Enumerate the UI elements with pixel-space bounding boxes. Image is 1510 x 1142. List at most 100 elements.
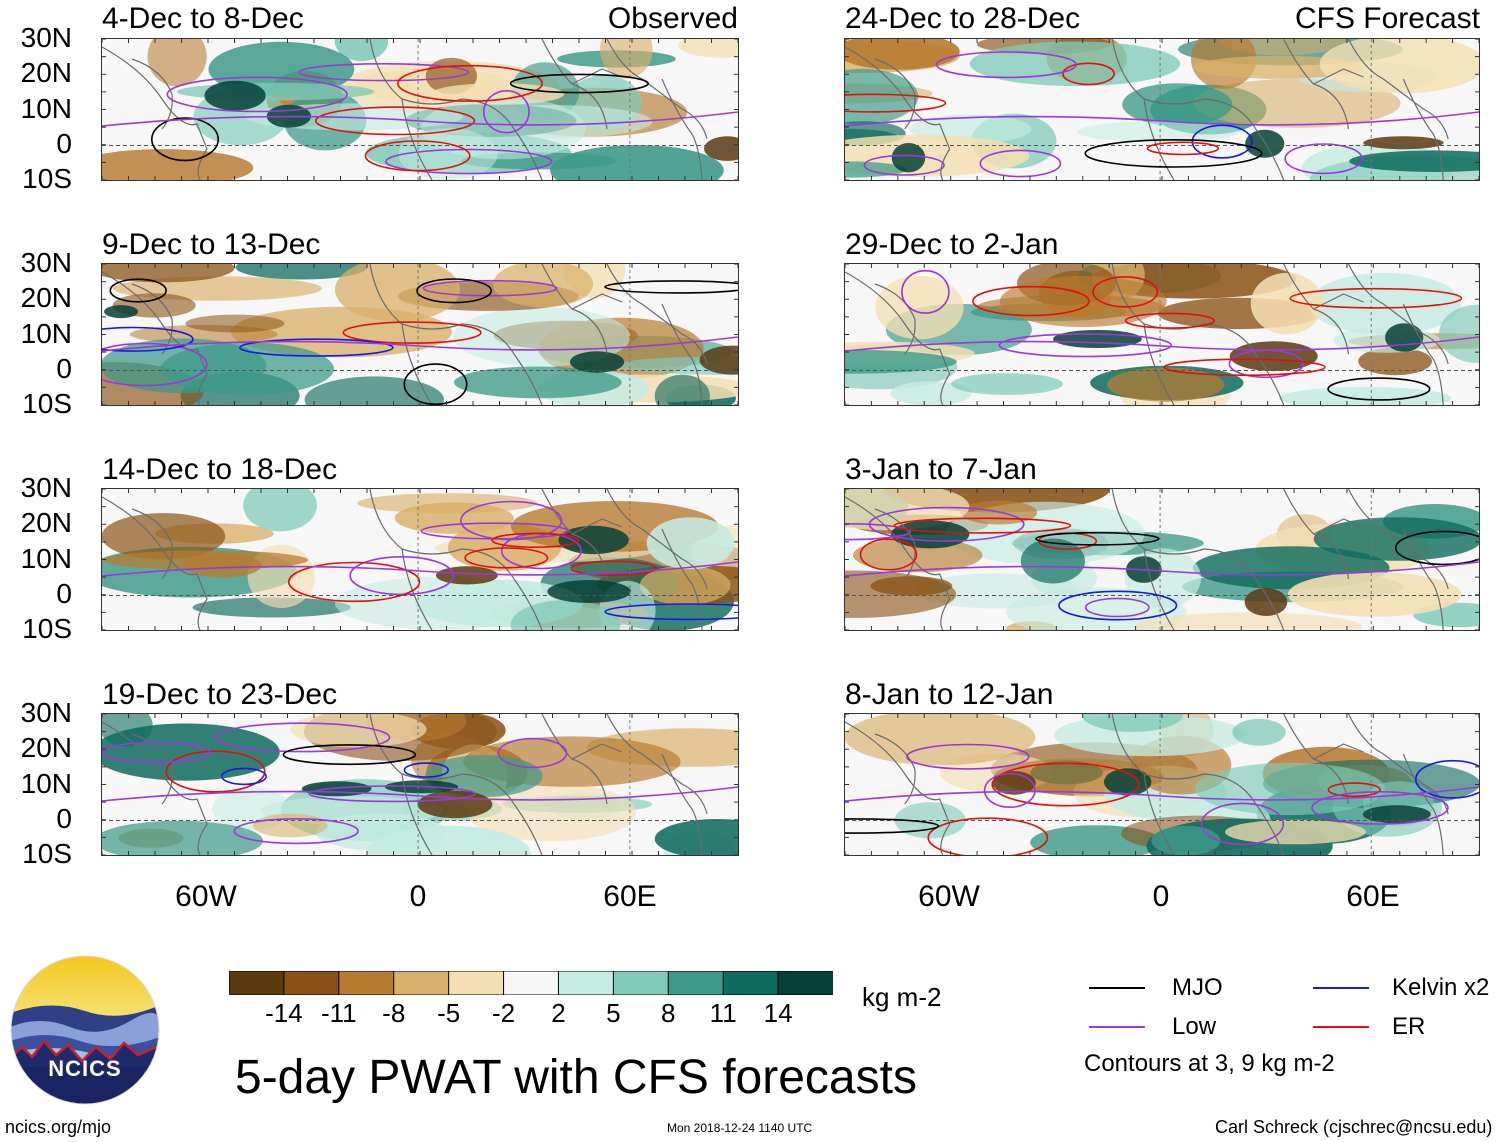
er-contour <box>972 285 1090 317</box>
low-contour <box>906 743 1030 770</box>
colorbar-swatch-1 <box>283 970 340 996</box>
moist-anomaly-area <box>102 820 264 855</box>
dry-anomaly-area <box>999 276 1167 327</box>
lat-label-1-0: 0 <box>56 128 72 159</box>
dry-anomaly-area <box>1107 367 1225 402</box>
lon-label-left-0: 0 <box>409 880 427 913</box>
lat-label-3-0: 0 <box>56 578 72 609</box>
moist-anomaly-area <box>1232 718 1286 746</box>
map-panel-6 <box>844 488 1480 631</box>
lat-label-3-10s: 10S <box>22 613 72 644</box>
dry-anomaly-area <box>1250 272 1324 335</box>
low-contour <box>102 342 208 387</box>
footer-url[interactable]: ncics.org/mjo <box>5 1117 112 1137</box>
low-contour <box>482 89 530 134</box>
colorbar-tick-label: 8 <box>661 998 676 1028</box>
low-contour <box>998 333 1172 358</box>
moist-anomaly-area <box>243 489 317 532</box>
lon-label-right-60w: 60W <box>918 880 980 913</box>
dry-anomaly-area <box>185 314 285 333</box>
er-contour <box>859 538 918 571</box>
moist-anomaly-area <box>1081 714 1184 732</box>
colorbar-units: kg m-2 <box>862 982 942 1012</box>
kelvin-contour <box>403 762 449 778</box>
low-contour <box>863 154 945 176</box>
colorbar-swatch-5 <box>503 970 560 996</box>
er-contour <box>342 321 482 344</box>
er-contour <box>1092 276 1159 308</box>
moist-anomaly-area <box>1278 386 1452 405</box>
low-contour <box>102 741 211 764</box>
dry-core <box>704 136 738 161</box>
mjo-contour <box>403 363 468 405</box>
low-contour <box>497 737 568 769</box>
moist-anomaly-area <box>304 376 444 405</box>
map-panel-7 <box>101 713 739 856</box>
panel-5-title: 14-Dec to 18-Dec <box>102 453 338 486</box>
map-svg <box>845 489 1479 630</box>
low-contour <box>901 269 950 314</box>
low-contour <box>166 76 348 113</box>
panel-1-title: 4-Dec to 8-Dec <box>102 2 304 35</box>
lat-label-1-10s: 10S <box>22 163 72 194</box>
legend-note: Contours at 3, 9 kg m-2 <box>1084 1050 1335 1077</box>
moist-anomaly-area <box>951 373 1064 395</box>
map-panel-1 <box>101 38 739 181</box>
er-contour <box>1124 312 1216 329</box>
dry-anomaly-area <box>493 264 594 308</box>
dry-core <box>435 566 498 585</box>
legend-label-low: Low <box>1172 1013 1217 1040</box>
moist-anomaly-area <box>192 597 351 618</box>
dry-anomaly-area <box>102 513 226 560</box>
kelvin-contour <box>1191 124 1253 159</box>
kelvin-contour <box>102 326 194 352</box>
er-contour <box>364 140 471 172</box>
er-contour <box>991 762 1140 807</box>
low-contour <box>422 279 558 297</box>
low-contour <box>845 786 1479 802</box>
moist-core <box>204 80 266 111</box>
moist-core <box>570 351 625 373</box>
dry-anomaly-area <box>253 813 328 838</box>
moist-core <box>1053 330 1142 348</box>
moist-anomaly-area <box>1195 762 1386 816</box>
map-panel-8 <box>844 713 1480 856</box>
low-contour <box>845 561 1479 577</box>
panel-4-title: 29-Dec to 2-Jan <box>845 228 1059 261</box>
kelvin-contour <box>604 603 738 621</box>
moist-anomaly-area <box>1077 121 1241 143</box>
lon-label-left-60w: 60W <box>175 880 237 913</box>
legend-line-er <box>1313 1026 1369 1028</box>
moist-core <box>1245 129 1285 158</box>
er-contour <box>1327 782 1381 798</box>
mjo-contour <box>604 280 738 294</box>
moist-core <box>1104 768 1152 796</box>
colorbar-tick-label: -14 <box>265 998 303 1028</box>
panel-1-tag: Observed <box>607 2 738 35</box>
low-contour <box>102 561 738 577</box>
colorbar-swatch-9 <box>722 970 780 996</box>
mjo-contour <box>282 744 417 766</box>
lat-label-4-10n: 10N <box>20 768 72 799</box>
map-panel-4 <box>844 263 1480 406</box>
colorbar-tick-label: -2 <box>491 998 516 1028</box>
mjo-contour <box>845 818 940 834</box>
lat-label-2-10n: 10N <box>20 318 72 349</box>
dry-anomaly-area <box>102 264 235 283</box>
map-panel-2 <box>844 38 1480 181</box>
colorbar-tick-label: -11 <box>320 998 357 1028</box>
dry-anomaly-area <box>1224 819 1366 845</box>
lat-label-3-30n: 30N <box>20 472 72 503</box>
map-svg <box>102 714 738 855</box>
panel-7-title: 19-Dec to 23-Dec <box>102 678 338 711</box>
dry-anomaly-area <box>875 275 964 340</box>
lat-label-2-20n: 20N <box>20 282 72 313</box>
panel-2-title: 24-Dec to 28-Dec <box>845 2 1081 35</box>
dry-anomaly-area <box>102 149 254 180</box>
lat-label-1-20n: 20N <box>20 57 72 88</box>
kelvin-contour <box>1415 759 1479 799</box>
colorbar-tick-label: 14 <box>763 998 793 1028</box>
legend-label-kelvin: Kelvin x2 <box>1392 974 1490 1001</box>
er-contour <box>464 547 549 569</box>
low-contour <box>1284 143 1363 175</box>
